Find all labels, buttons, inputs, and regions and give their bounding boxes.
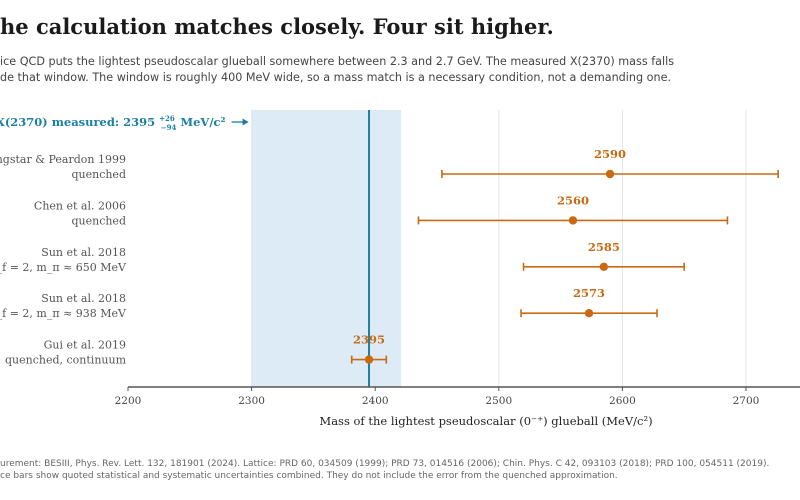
footnote-line: ce bars show quoted statistical and syst… — [0, 471, 618, 481]
measured-arrow-head — [242, 118, 249, 126]
data-label: 2573 — [573, 286, 605, 300]
x-tick-label: 2300 — [238, 395, 265, 407]
data-label: 2395 — [353, 333, 385, 347]
measured-label: X(2370) measured: 2395 +26 −94 MeV/c² — [0, 114, 226, 132]
x-tick-label: 2400 — [362, 395, 389, 407]
subtitle-line: de that window. The window is roughly 40… — [0, 71, 672, 84]
data-point — [364, 355, 374, 364]
chart-subtitle: ice QCD puts the lightest pseudoscalar g… — [0, 54, 760, 86]
data-point — [568, 216, 578, 225]
x-tick-label: 2200 — [115, 395, 142, 407]
glueball-mass-chart: X(2370) measured: 2395 +26 −94 MeV/c² ings… — [0, 110, 800, 428]
x-tick-label: 2500 — [485, 395, 512, 407]
x-axis-title: Mass of the lightest pseudoscalar (0⁻⁺) … — [319, 414, 652, 428]
chart-title: he calculation matches closely. Four sit… — [0, 14, 554, 39]
chart-footnote: urement: BESIII, Phys. Rev. Lett. 132, 1… — [0, 458, 800, 482]
row-label-detail: quenched — [71, 214, 126, 227]
row-label-detail: quenched, continuum — [5, 354, 127, 367]
row-label-source: ingstar & Peardon 1999 — [0, 153, 126, 166]
data-point — [605, 169, 615, 179]
row-label-detail: N_f = 2, m_π ≈ 938 MeV — [0, 307, 127, 320]
row-label-source: Chen et al. 2006 — [34, 199, 126, 212]
data-label: 2585 — [588, 240, 620, 254]
x-tick-label: 2600 — [609, 395, 636, 407]
data-label: 2590 — [594, 147, 626, 161]
row-label-detail: quenched — [71, 168, 126, 181]
row-label-source: Gui et al. 2019 — [44, 339, 126, 352]
data-point — [599, 262, 609, 271]
x-tick-label: 2700 — [733, 395, 760, 407]
data-label: 2560 — [557, 193, 589, 207]
row-label-source: Sun et al. 2018 — [41, 246, 126, 259]
row-label-source: Sun et al. 2018 — [41, 292, 126, 305]
row-label-detail: N_f = 2, m_π ≈ 650 MeV — [0, 261, 127, 274]
subtitle-line: ice QCD puts the lightest pseudoscalar g… — [0, 55, 675, 68]
footnote-line: urement: BESIII, Phys. Rev. Lett. 132, 1… — [0, 459, 770, 469]
data-point — [584, 309, 594, 318]
measured-range-band — [251, 110, 402, 387]
